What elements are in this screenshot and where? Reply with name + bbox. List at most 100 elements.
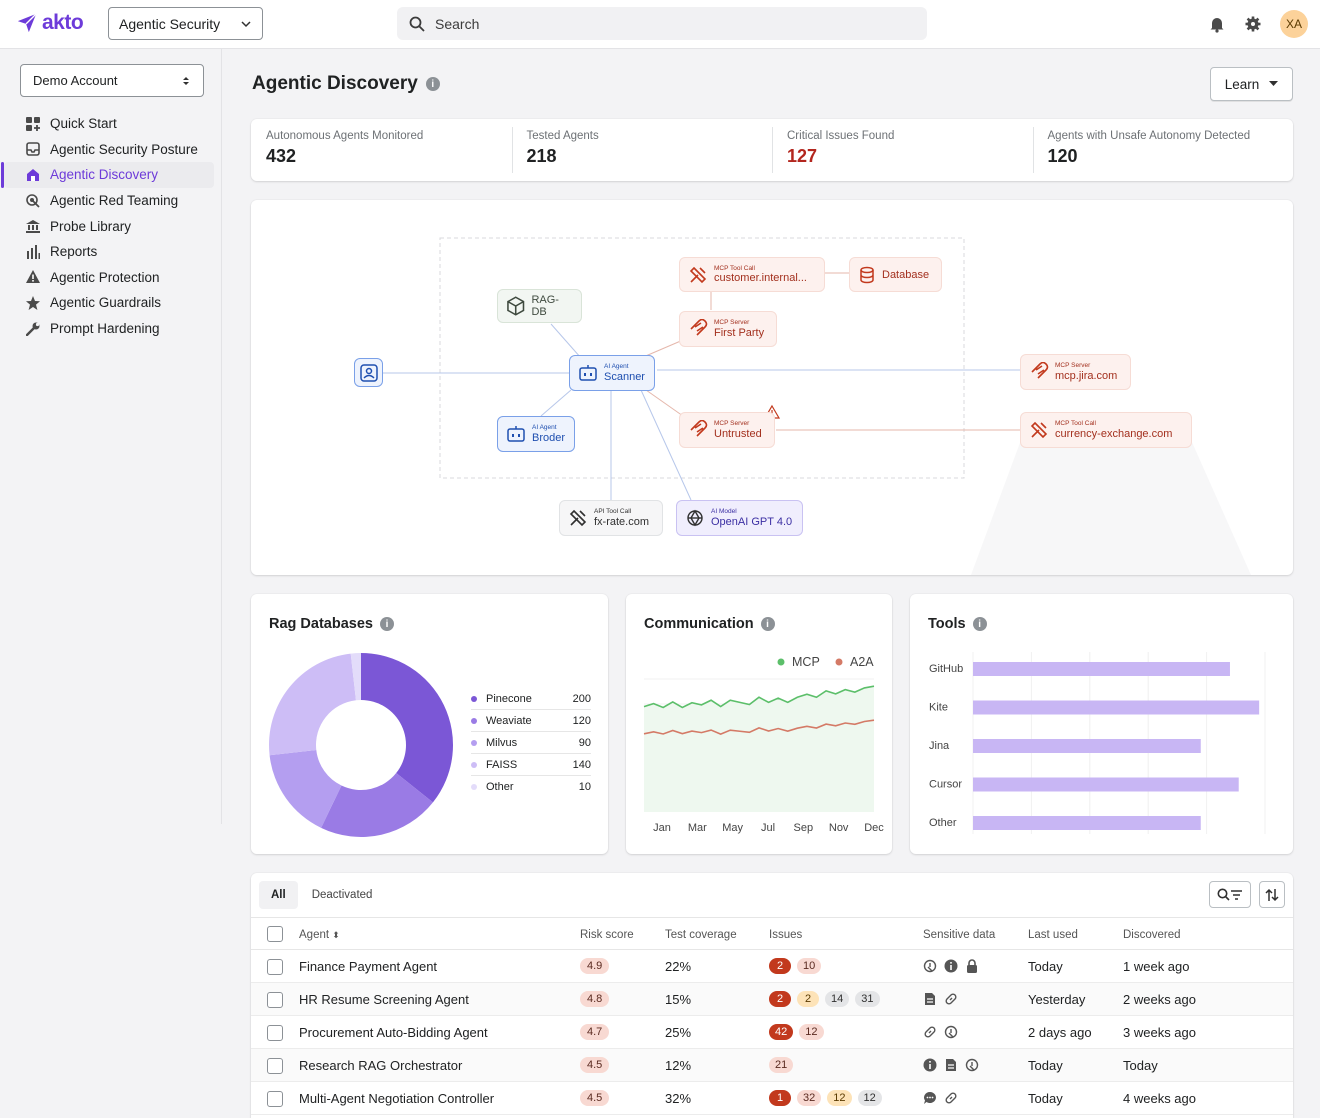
issue-count-low[interactable]: 31 <box>855 991 880 1007</box>
graph-node-user[interactable] <box>354 358 383 387</box>
sidebar-item-posture[interactable]: Agentic Security Posture <box>4 137 214 163</box>
bar-kite[interactable] <box>973 700 1260 715</box>
last-used: Today <box>1028 959 1063 974</box>
row-checkbox[interactable] <box>267 1025 283 1041</box>
sidebar-item-guardrails[interactable]: Agentic Guardrails <box>4 290 214 316</box>
risk-score-badge: 4.7 <box>580 1024 610 1040</box>
table-row[interactable]: Multi-Agent Negotiation Controller 4.5 32%… <box>251 1082 1293 1115</box>
table-row[interactable]: Procurement Auto-Bidding Agent 4.7 25% 42 12… <box>251 1016 1293 1049</box>
graph-node-mcp-currency[interactable]: MCP Tool Call currency-exchange.com <box>1020 412 1192 448</box>
issue-count-med[interactable]: 12 <box>827 1090 852 1106</box>
graph-node-mcp-jira[interactable]: MCP Server mcp.jira.com <box>1020 354 1131 390</box>
issue-count-high[interactable]: 32 <box>797 1090 822 1106</box>
graph-node-mcp-first-party[interactable]: MCP Server First Party <box>679 311 777 347</box>
th-last-used[interactable]: Last used <box>1028 929 1078 941</box>
bar-chart-icon <box>26 244 40 259</box>
issue-count-crit[interactable]: 1 <box>769 1090 791 1106</box>
gear-icon[interactable] <box>1244 15 1262 33</box>
legend-item[interactable]: FAISS 140 <box>471 754 591 776</box>
issue-count-crit[interactable]: 2 <box>769 958 791 974</box>
bell-icon[interactable] <box>1208 15 1226 33</box>
th-discovered[interactable]: Discovered <box>1123 929 1181 941</box>
agent-name[interactable]: Multi-Agent Negotiation Controller <box>299 1091 495 1106</box>
table-row[interactable]: Research RAG Orchestrator 4.5 12% 21 Today To… <box>251 1049 1293 1082</box>
issue-count-low[interactable]: 14 <box>825 991 850 1007</box>
sort-button[interactable] <box>1259 881 1285 908</box>
bar-github[interactable] <box>973 662 1230 676</box>
sidebar-nav: Quick Start Agentic Security Posture Age… <box>0 111 222 341</box>
bar-cursor[interactable] <box>973 777 1239 792</box>
graph-node-database[interactable]: Database <box>849 257 942 292</box>
graph-node-api-fx[interactable]: API Tool Call fx-rate.com <box>559 500 663 536</box>
graph-node-mcp-untrusted[interactable]: MCP Server Untrusted <box>679 412 775 448</box>
issue-count-crit[interactable]: 42 <box>769 1024 794 1040</box>
link-icon <box>944 1091 958 1108</box>
row-checkbox[interactable] <box>267 1091 283 1107</box>
series-line-mcp[interactable] <box>643 685 875 709</box>
tab-all[interactable]: All <box>259 881 298 909</box>
agent-name[interactable]: HR Resume Screening Agent <box>299 992 469 1007</box>
bar-other[interactable] <box>973 816 1201 830</box>
pie-slice-weaviate[interactable] <box>321 773 433 837</box>
pie-slice-faiss[interactable] <box>269 653 356 756</box>
sidebar-item-quick-start[interactable]: Quick Start <box>4 111 214 137</box>
pie-slice-pinecone[interactable] <box>361 653 453 803</box>
bar-jina[interactable] <box>973 739 1201 753</box>
th-issues[interactable]: Issues <box>769 929 803 941</box>
akto-logo[interactable]: akto <box>16 11 84 35</box>
legend-item[interactable]: Weaviate 120 <box>471 710 591 732</box>
issue-count-crit[interactable]: 2 <box>769 991 791 1007</box>
learn-button-label: Learn <box>1224 76 1260 92</box>
agent-name[interactable]: Finance Payment Agent <box>299 959 438 974</box>
tab-deactivated[interactable]: Deactivated <box>311 889 373 901</box>
legend-item[interactable]: Milvus 90 <box>471 732 591 754</box>
row-checkbox[interactable] <box>267 1058 283 1074</box>
search-input[interactable]: Search <box>397 7 927 40</box>
chevron-down-icon <box>241 20 251 27</box>
card-title: Rag Databases i <box>269 616 394 632</box>
agent-name[interactable]: Research RAG Orchestrator <box>299 1058 463 1073</box>
graph-node-openai[interactable]: AI Model OpenAI GPT 4.0 <box>676 500 803 536</box>
sidebar-item-protection[interactable]: Agentic Protection <box>4 265 214 291</box>
graph-node-mcp-call-internal[interactable]: MCP Tool Call customer.internal... <box>679 257 825 292</box>
table-row[interactable]: Finance Payment Agent 4.9 22% 2 10 Today 1 wee… <box>251 950 1293 983</box>
sidebar-item-reports[interactable]: Reports <box>4 239 214 265</box>
search-filter-button[interactable] <box>1209 881 1251 908</box>
row-checkbox[interactable] <box>267 959 283 975</box>
pie-slice-milvus[interactable] <box>269 750 342 828</box>
row-checkbox[interactable] <box>267 992 283 1008</box>
table-row[interactable]: HR Resume Screening Agent 4.8 15% 2 2 14 31 Yes… <box>251 983 1293 1016</box>
sidebar-item-discovery[interactable]: Agentic Discovery <box>1 162 214 188</box>
avatar[interactable]: XA <box>1280 10 1308 38</box>
legend-item[interactable]: Pinecone 200 <box>471 688 591 710</box>
info-icon[interactable]: i <box>972 617 987 631</box>
issue-count-high[interactable]: 12 <box>799 1024 824 1040</box>
learn-button[interactable]: Learn <box>1210 67 1293 101</box>
info-icon[interactable]: i <box>425 77 440 91</box>
series-line-a2a[interactable] <box>643 719 875 736</box>
th-agent[interactable]: Agent ⬍ <box>299 929 340 941</box>
sidebar-item-red-teaming[interactable]: Agentic Red Teaming <box>4 188 214 214</box>
th-coverage[interactable]: Test coverage <box>665 929 737 941</box>
info-icon[interactable]: i <box>379 617 394 631</box>
issue-count-high[interactable]: 21 <box>769 1057 794 1073</box>
issue-count-med[interactable]: 2 <box>797 991 819 1007</box>
account-select[interactable]: Demo Account <box>20 64 204 97</box>
pie-slice-other[interactable] <box>350 653 361 701</box>
issue-count-low[interactable]: 12 <box>857 1090 882 1106</box>
graph-node-scanner[interactable]: AI Agent Scanner <box>569 355 655 391</box>
sidebar-item-prompt-hardening[interactable]: Prompt Hardening <box>4 316 214 342</box>
select-all-checkbox[interactable] <box>267 926 283 942</box>
graph-node-broder[interactable]: AI Agent Broder <box>497 416 575 452</box>
agent-name[interactable]: Procurement Auto-Bidding Agent <box>299 1025 488 1040</box>
th-sensitive[interactable]: Sensitive data <box>923 929 996 941</box>
sidebar-item-probe-library[interactable]: Probe Library <box>4 213 214 239</box>
info-icon[interactable]: i <box>760 617 775 631</box>
issue-count-high[interactable]: 10 <box>797 958 822 974</box>
legend-item[interactable]: Other 10 <box>471 776 591 798</box>
graph-node-rag-db[interactable]: RAG-DB <box>497 289 582 323</box>
product-select[interactable]: Agentic Security <box>108 7 263 40</box>
node-name: Untrusted <box>714 427 762 440</box>
th-risk[interactable]: Risk score <box>580 929 634 941</box>
stat-tested-agents: Tested Agents 218 <box>511 119 773 181</box>
